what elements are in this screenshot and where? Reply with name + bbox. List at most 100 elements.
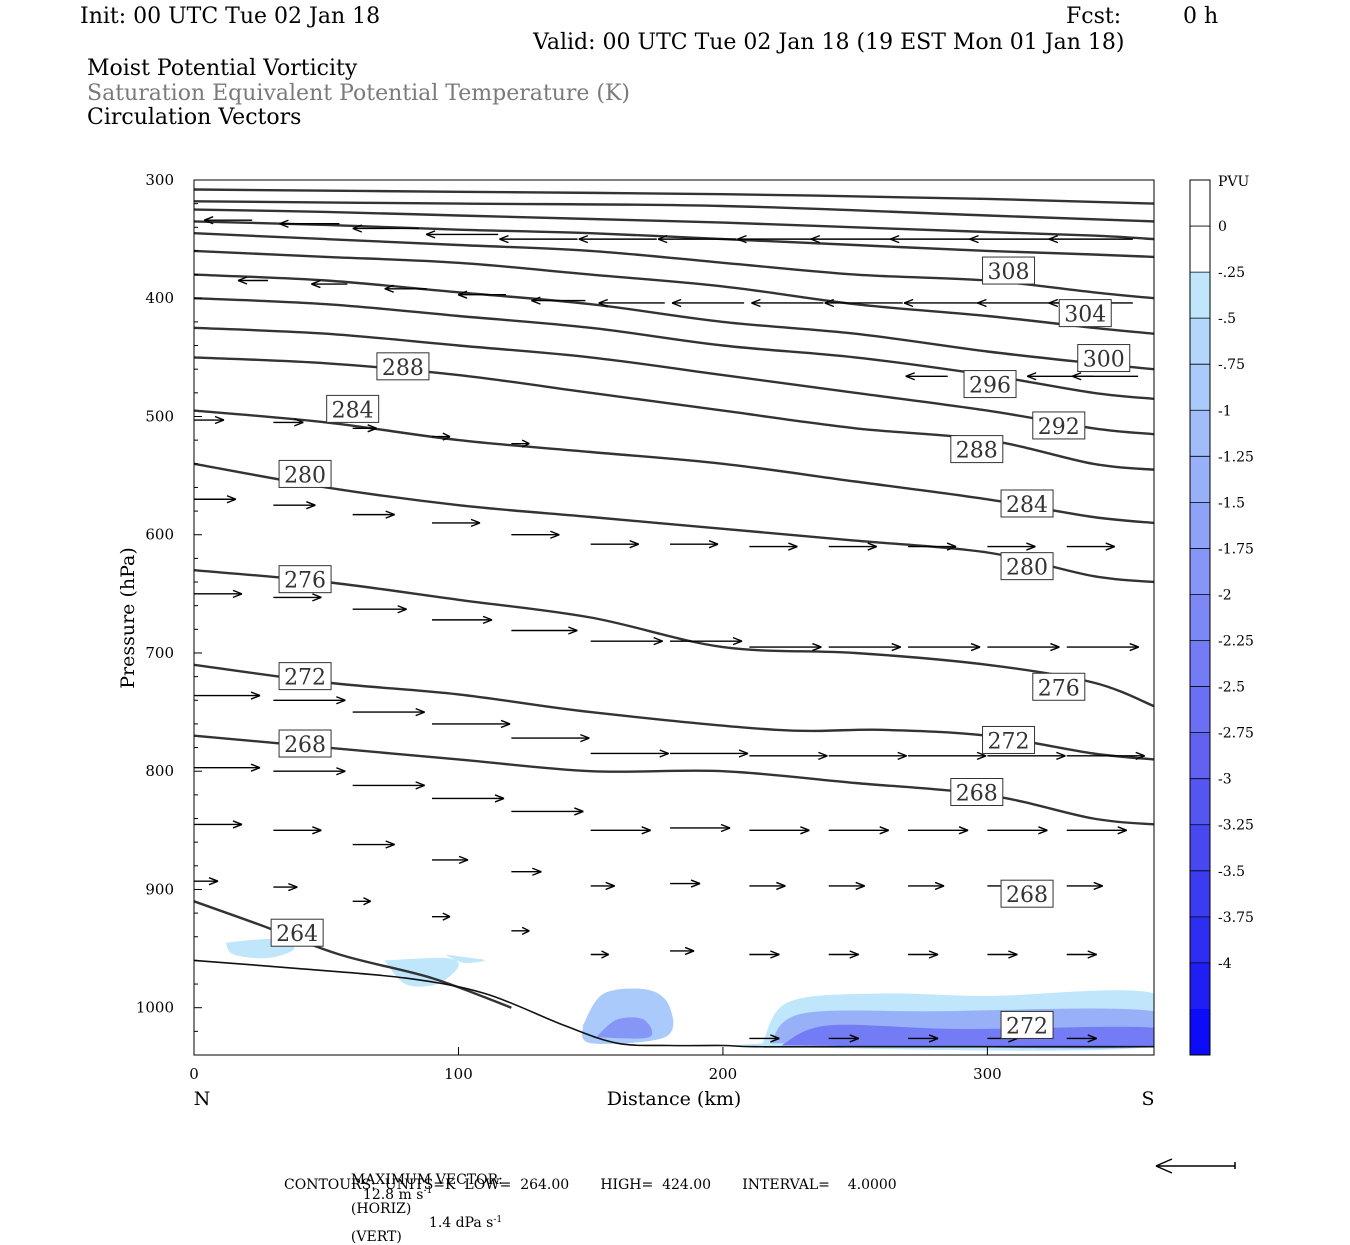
colorbar-swatch bbox=[1190, 226, 1210, 273]
field-title-vectors: Circulation Vectors bbox=[87, 105, 302, 130]
max-horiz-exponent: -1 bbox=[423, 1186, 433, 1196]
vector-arrow bbox=[273, 418, 304, 427]
vector-arrow bbox=[457, 290, 507, 299]
vector-arrow bbox=[311, 279, 348, 289]
contour-label-text: 272 bbox=[284, 666, 326, 691]
vector-arrow bbox=[1066, 826, 1127, 835]
y-tick-label: 600 bbox=[145, 526, 174, 544]
vector-arrow bbox=[828, 950, 859, 959]
vector-arrow bbox=[273, 826, 322, 835]
vector-arrow bbox=[749, 881, 786, 891]
contour-label: 268 bbox=[278, 729, 332, 758]
vector-arrow bbox=[969, 234, 1054, 244]
contour-label: 280 bbox=[1000, 552, 1054, 581]
vector-arrow bbox=[352, 605, 407, 614]
colorbar-swatch bbox=[1190, 962, 1210, 1010]
contour-label: 300 bbox=[1077, 344, 1131, 373]
colorbar-tick-label: -.5 bbox=[1218, 311, 1236, 327]
vector-arrow bbox=[511, 530, 560, 539]
colorbar-tick-label: -1.75 bbox=[1218, 541, 1254, 557]
vector-arrow bbox=[194, 691, 261, 700]
vector-arrow bbox=[751, 298, 824, 308]
colorbar-tick-label: -4 bbox=[1218, 956, 1232, 972]
colorbar-swatch bbox=[1190, 502, 1210, 549]
vector-arrow bbox=[1071, 372, 1139, 381]
vector-arrow bbox=[908, 751, 987, 760]
vector-arrow bbox=[194, 495, 237, 504]
colorbar-swatch bbox=[1190, 778, 1210, 826]
max-vert-exponent: -1 bbox=[493, 1214, 503, 1225]
y-tick-label: 1000 bbox=[136, 999, 174, 1017]
contour-label-text: 288 bbox=[382, 356, 424, 381]
colorbar-swatch bbox=[1190, 824, 1210, 872]
vector-arrow bbox=[1066, 1034, 1097, 1043]
vector-arrow bbox=[194, 763, 261, 772]
colorbar-tick-label: -1.25 bbox=[1218, 449, 1254, 465]
vector-arrow bbox=[987, 642, 1060, 652]
vector-arrow bbox=[908, 881, 945, 891]
vector-arrow bbox=[194, 415, 225, 425]
vector-arrow bbox=[1066, 642, 1139, 652]
vector-arrow bbox=[670, 823, 731, 833]
colorbar-unit: PVU bbox=[1218, 174, 1250, 190]
vector-arrow bbox=[670, 636, 743, 646]
vector-arrow bbox=[194, 589, 243, 599]
vector-arrow bbox=[590, 749, 669, 758]
contour-labels: 308 304 300 296 288 284 292 288 280 284 280 276 272 2… bbox=[270, 256, 1131, 1039]
contour-label: 304 bbox=[1058, 299, 1112, 328]
theta-contour-296 bbox=[194, 297, 1154, 400]
vector-arrow bbox=[828, 642, 901, 652]
colorbar-tick-label: -3.75 bbox=[1218, 910, 1254, 926]
vector-arrow bbox=[828, 1034, 859, 1043]
vector-arrow bbox=[194, 820, 243, 829]
circulation-vectors bbox=[194, 216, 1145, 1043]
vector-arrow bbox=[432, 794, 505, 803]
colorbar-tick-label: -3.25 bbox=[1218, 818, 1254, 834]
vector-arrow bbox=[810, 234, 895, 244]
colorbar-swatch bbox=[1190, 456, 1210, 503]
vector-arrow bbox=[352, 897, 371, 906]
contour-label: 264 bbox=[270, 918, 324, 947]
x-tick-label: 300 bbox=[973, 1065, 1002, 1083]
contour-label: 296 bbox=[963, 370, 1017, 399]
vector-arrow bbox=[432, 855, 469, 865]
vector-arrow bbox=[590, 540, 639, 549]
y-tick-label: 800 bbox=[145, 762, 174, 780]
colorbar-tick-label: 0 bbox=[1218, 219, 1227, 235]
pv-region-2 bbox=[445, 954, 486, 964]
contour-label-text: 292 bbox=[1038, 415, 1080, 440]
max-horiz-unit: (HORIZ) bbox=[350, 1200, 412, 1217]
vector-arrow bbox=[352, 707, 425, 717]
colorbar-tick-label: -.25 bbox=[1218, 265, 1245, 281]
init-time: Init: 00 UTC Tue 02 Jan 18 bbox=[80, 4, 381, 29]
vector-arrow bbox=[828, 826, 889, 835]
vector-arrow bbox=[987, 751, 1066, 760]
theta-contour-268 bbox=[194, 734, 1154, 826]
vector-arrow bbox=[670, 540, 719, 549]
vector-arrow bbox=[908, 542, 957, 551]
colorbar: 0 -.25 -.5 -.75 -1 -1.25 -1.5 -1.75 -2 -2.25 -2.5 -… bbox=[1189, 179, 1254, 1056]
vector-arrow bbox=[908, 950, 939, 959]
colorbar-swatch bbox=[1190, 548, 1210, 595]
x-axis-right-end-label: S bbox=[1141, 1088, 1154, 1110]
field-title-pv: Moist Potential Vorticity bbox=[87, 56, 358, 81]
field-title-theta: Saturation Equivalent Potential Temperat… bbox=[87, 81, 630, 106]
theta-contour-288 bbox=[194, 356, 1154, 471]
vector-arrow bbox=[194, 877, 219, 886]
colorbar-swatch bbox=[1190, 410, 1210, 457]
vector-arrow bbox=[511, 926, 530, 935]
vector-arrow bbox=[598, 298, 665, 308]
vector-arrow bbox=[1066, 542, 1115, 551]
vector-arrow bbox=[670, 749, 749, 758]
plot-frame bbox=[193, 179, 1155, 1056]
terrain-line bbox=[194, 959, 1154, 1048]
theta-contour-264 bbox=[194, 900, 512, 1009]
vector-arrow bbox=[352, 840, 395, 849]
x-axis-left-end-label: N bbox=[194, 1088, 211, 1110]
y-axis-label: Pressure (hPa) bbox=[117, 547, 139, 689]
vector-arrow bbox=[273, 593, 322, 602]
contour-label-text: 276 bbox=[284, 569, 326, 594]
vector-arrow bbox=[749, 542, 798, 551]
contour-label-text: 284 bbox=[332, 398, 374, 423]
vector-arrow bbox=[352, 224, 419, 233]
